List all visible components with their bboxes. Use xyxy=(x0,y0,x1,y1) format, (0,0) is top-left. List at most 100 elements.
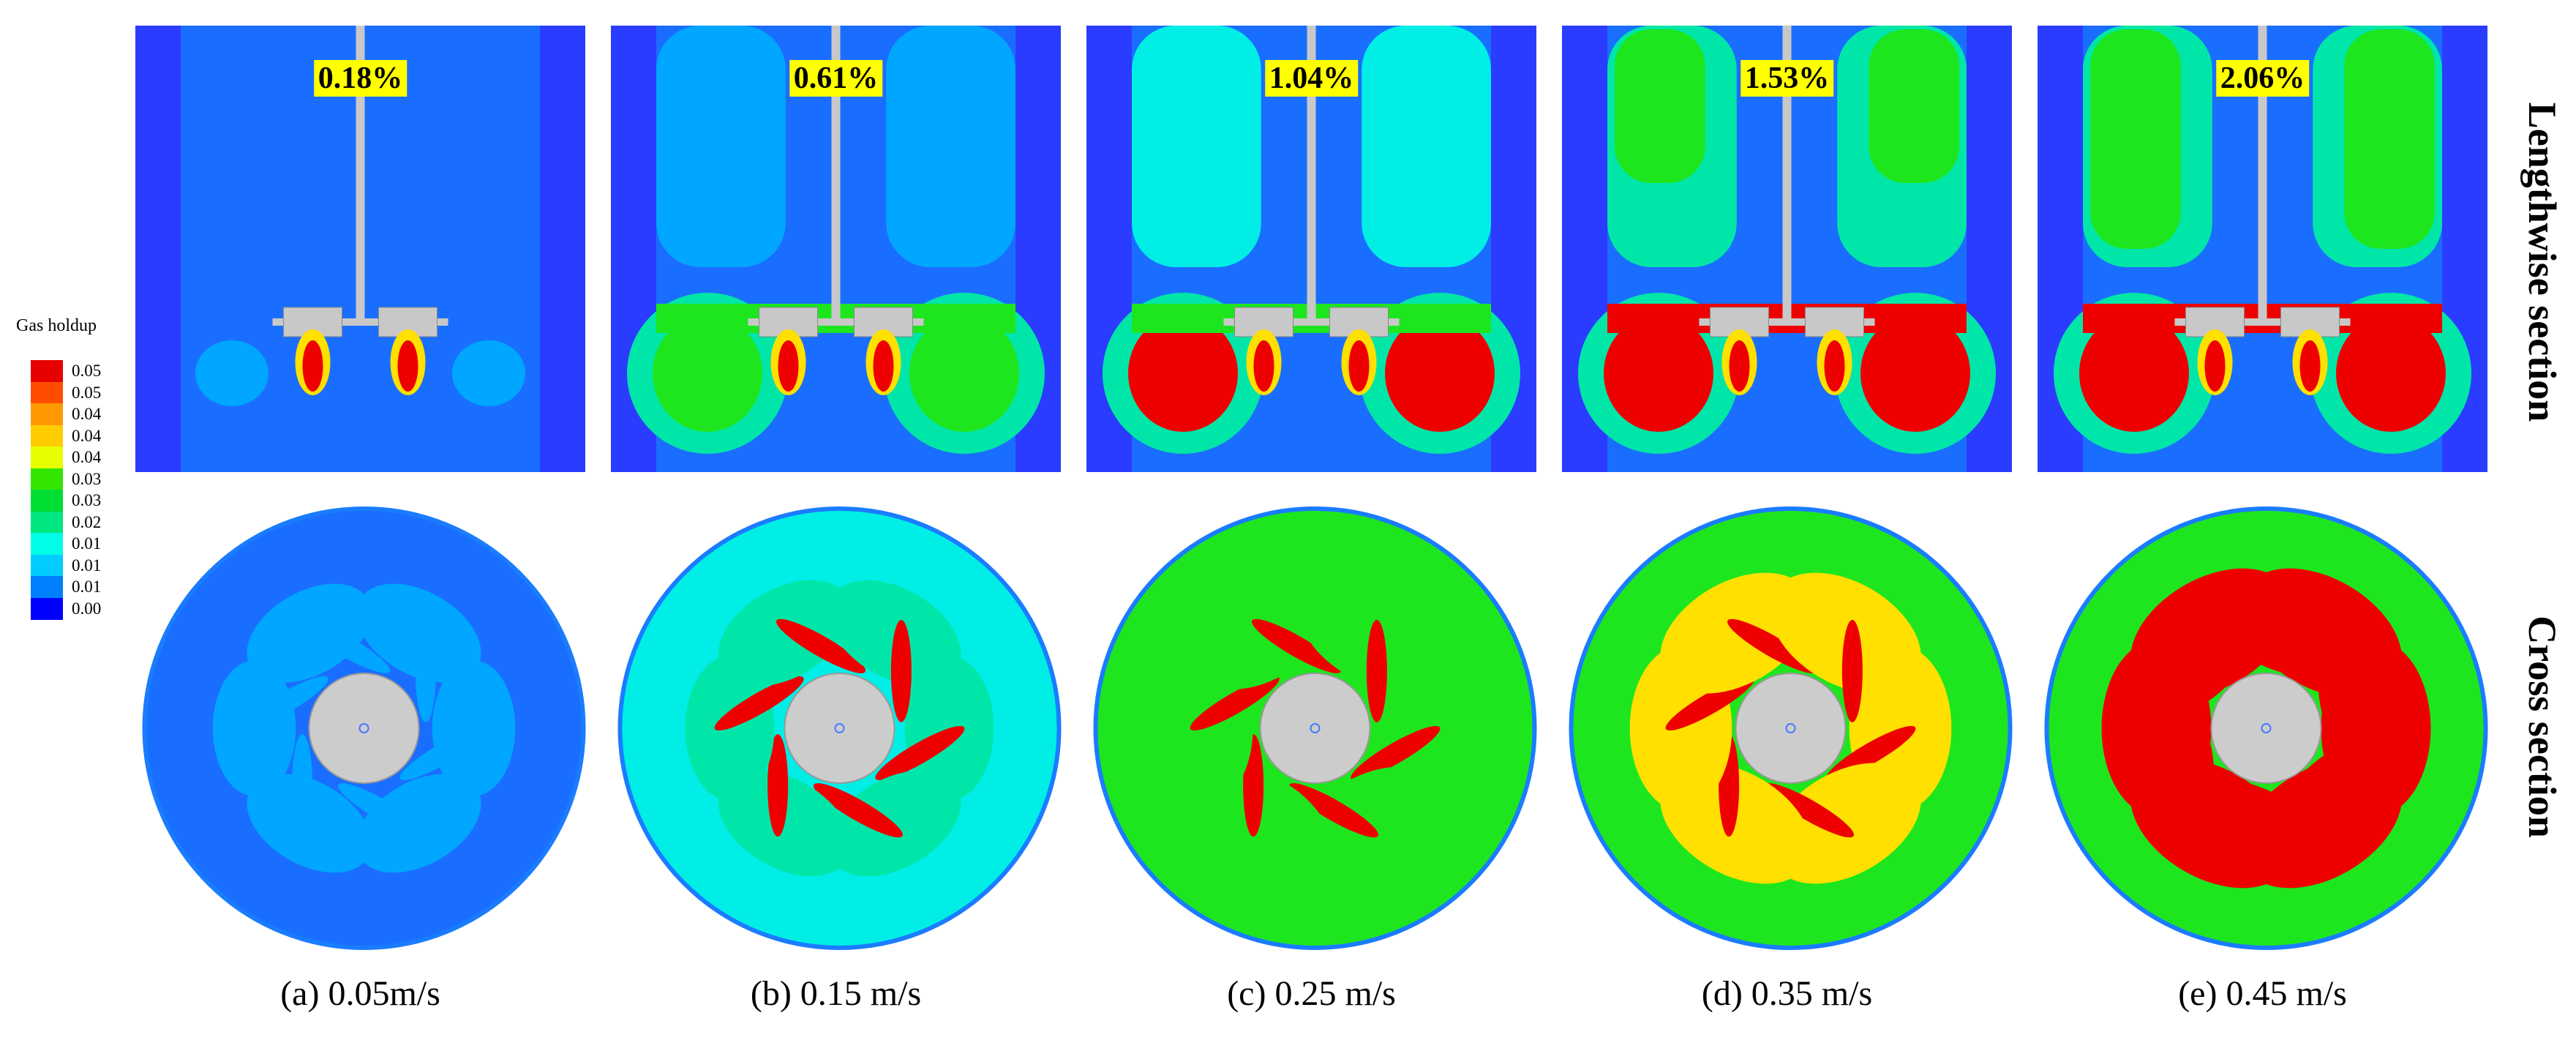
cross-section xyxy=(617,506,1062,950)
gas-jet-core xyxy=(302,340,323,392)
cross-section xyxy=(1093,506,1537,950)
blade-wake xyxy=(300,618,391,673)
legend-label: 0.04 xyxy=(72,426,102,445)
panel-caption: (a) 0.05m/s xyxy=(280,974,440,1013)
shaft xyxy=(1307,26,1316,322)
legend-label: 0.03 xyxy=(72,469,102,488)
lengthwise-section xyxy=(135,26,585,472)
gas-jet-core xyxy=(1348,340,1370,392)
impeller-arm xyxy=(748,318,924,326)
blade-wake xyxy=(1251,618,1342,673)
legend-swatch xyxy=(31,381,63,404)
gas-jet-core xyxy=(397,340,418,392)
legend-swatch xyxy=(31,597,63,620)
gas-jet-core xyxy=(873,340,894,392)
blade-wake xyxy=(239,676,328,731)
holdup-tag: 2.06% xyxy=(2215,60,2310,97)
blade-wake xyxy=(714,676,804,731)
circulation-core xyxy=(1860,315,1970,432)
hub xyxy=(1735,673,1847,784)
panel-a xyxy=(135,26,586,950)
hub-center xyxy=(358,723,369,733)
circulation-core xyxy=(909,315,1019,432)
holdup-tag: 1.53% xyxy=(1740,60,1834,97)
impeller-arm xyxy=(1699,318,1875,326)
legend-label: 0.04 xyxy=(72,448,102,466)
gas-jet-core xyxy=(1824,340,1845,392)
shaft xyxy=(356,26,365,322)
blade-wake xyxy=(875,725,965,781)
blade-wake xyxy=(2317,619,2338,722)
circulation-core xyxy=(2079,315,2189,432)
blade-wake xyxy=(1288,783,1379,838)
legend-item: 0.01 xyxy=(31,576,140,598)
legend-title: Gas holdup xyxy=(16,316,97,335)
legend-item: 0.04 xyxy=(31,403,140,425)
legend-item: 0.05 xyxy=(31,381,140,404)
holdup-tag: 0.18% xyxy=(313,60,408,97)
gas-jet-core xyxy=(1729,340,1750,392)
legend-item: 0.04 xyxy=(31,424,140,447)
legend-swatch xyxy=(31,576,63,598)
blade-wake xyxy=(1764,783,1855,838)
legend-item: 0.03 xyxy=(31,490,140,512)
legend-item: 0.03 xyxy=(31,468,140,490)
legend-swatch xyxy=(31,424,63,447)
panel-d xyxy=(1562,26,2013,950)
upper-plume-core xyxy=(2090,29,2181,249)
legend-item: 0.01 xyxy=(31,533,140,555)
legend-label: 0.04 xyxy=(72,405,102,423)
cross-section xyxy=(142,506,586,950)
blade-wake xyxy=(890,619,912,722)
legend-item: 0.04 xyxy=(31,446,140,468)
legend-swatch xyxy=(31,360,63,382)
shaft xyxy=(2258,26,2267,322)
legend-swatch xyxy=(31,554,63,577)
panel-c xyxy=(1086,26,1537,950)
blade-wake xyxy=(813,783,904,838)
hub xyxy=(784,673,895,784)
blade-wake xyxy=(1826,725,1916,781)
hub xyxy=(308,673,420,784)
gas-jet-core xyxy=(2204,340,2226,392)
legend-swatch xyxy=(31,533,63,555)
holdup-tag: 0.61% xyxy=(789,60,883,97)
panel-caption: (c) 0.25 m/s xyxy=(1227,974,1396,1013)
legend-label: 0.05 xyxy=(72,362,102,380)
legend-item: 0.05 xyxy=(31,360,140,382)
side-label-cross: Cross section xyxy=(2520,616,2564,838)
upper-plume-core xyxy=(1615,29,1705,183)
legend-swatch xyxy=(31,490,63,512)
blade-wake xyxy=(337,783,428,838)
upper-plume-core xyxy=(1139,29,1230,183)
legend-swatch xyxy=(31,446,63,468)
legend-label: 0.01 xyxy=(72,556,102,575)
hub-center xyxy=(1785,723,1796,733)
impeller-arm xyxy=(2174,318,2351,326)
blade-wake xyxy=(1727,618,1817,673)
legend-item: 0.00 xyxy=(31,597,140,620)
side-label-lengthwise: Lengthwise section xyxy=(2520,102,2564,422)
hub-center xyxy=(1310,723,1321,733)
blade-wake xyxy=(1351,725,1441,781)
panel-b xyxy=(611,26,1062,950)
impeller-arm xyxy=(1223,318,1400,326)
legend-swatch xyxy=(31,403,63,425)
blade-wake xyxy=(1841,619,1863,722)
legend-item: 0.02 xyxy=(31,511,140,534)
blade-wake xyxy=(1366,619,1387,722)
cross-section xyxy=(1569,506,2013,950)
hub-center xyxy=(2261,723,2272,733)
shaft xyxy=(1782,26,1792,322)
blade-wake xyxy=(415,619,436,722)
blade-wake xyxy=(292,734,313,837)
blade-wake xyxy=(399,725,489,781)
gas-jet-core xyxy=(1253,340,1274,392)
lengthwise-section xyxy=(611,26,1061,472)
circulation-core xyxy=(1604,315,1713,432)
circulation-core xyxy=(2336,315,2446,432)
shaft xyxy=(831,26,841,322)
legend-swatch xyxy=(31,511,63,534)
